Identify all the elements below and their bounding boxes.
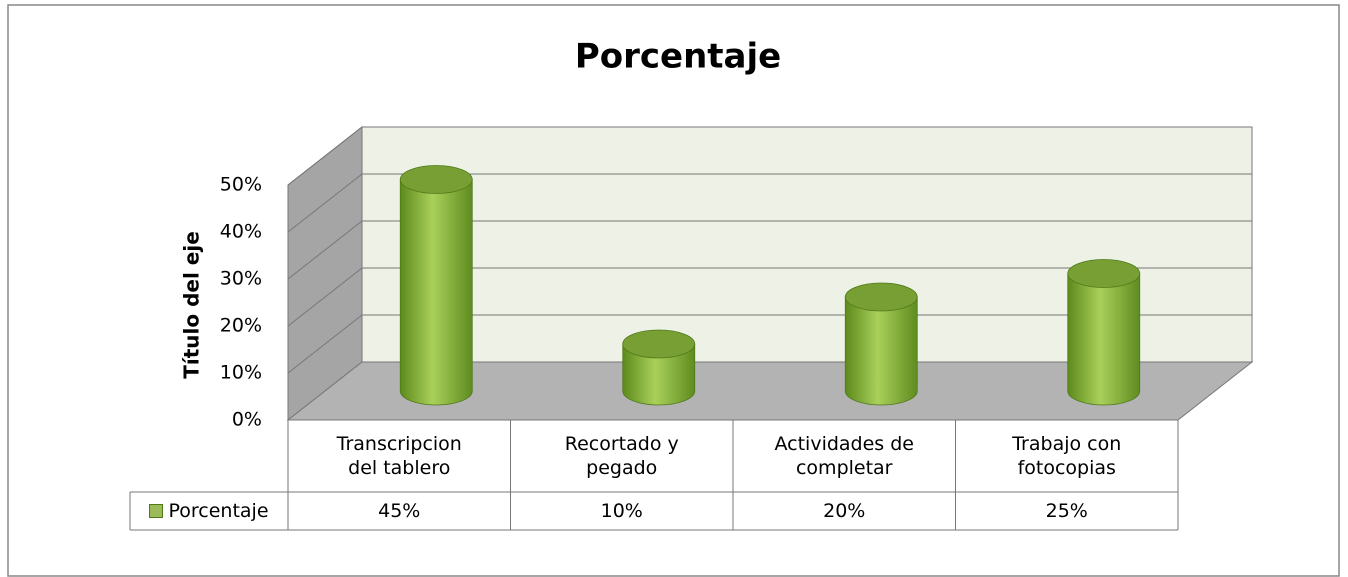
x-tick-label: Actividades de completar [733,420,956,492]
bar-top [622,329,696,359]
y-tick-label: 50% [220,174,262,196]
side-grid-line [287,220,363,280]
y-tick-label: 40% [220,221,262,243]
bar [622,343,696,406]
y-tick-label: 10% [220,362,262,384]
y-tick-label: 0% [232,409,262,431]
x-tick-label-text: Transcripcion del tablero [336,433,462,479]
x-tick-label-text: Recortado y pegado [564,433,679,479]
y-axis-title: Título del eje [180,231,204,379]
x-tick-label: Recortado y pegado [511,420,734,492]
floor [286,361,1254,421]
x-tick-label-text: Actividades de completar [774,433,914,479]
data-table-value: 10% [511,492,734,530]
data-table-value: 45% [288,492,511,530]
legend-text: Porcentaje [168,500,269,522]
data-table-value: 25% [956,492,1179,530]
bar [399,179,473,406]
bar [1067,273,1141,406]
y-tick-label: 20% [220,315,262,337]
data-table-value-text: 25% [1045,500,1088,522]
bar-top [399,165,473,194]
side-grid-line [287,126,363,186]
legend-entry: Porcentaje [130,492,288,530]
data-table-value: 20% [733,492,956,530]
bar-top [844,282,918,312]
data-table-value-text: 10% [600,500,643,522]
side-grid-line [287,267,363,327]
data-table-value-text: 20% [823,500,866,522]
x-tick-label: Transcripcion del tablero [288,420,511,492]
chart-title: Porcentaje [575,37,781,77]
x-tick-label: Trabajo con fotocopias [956,420,1179,492]
side-grid-line [287,173,363,233]
x-tick-label-text: Trabajo con fotocopias [1012,433,1122,479]
data-table-value-text: 45% [378,500,421,522]
bar [844,296,918,406]
legend-key [149,504,164,518]
side-grid-line [287,314,363,374]
y-tick-label: 30% [220,268,262,290]
bar-top [1067,259,1141,288]
